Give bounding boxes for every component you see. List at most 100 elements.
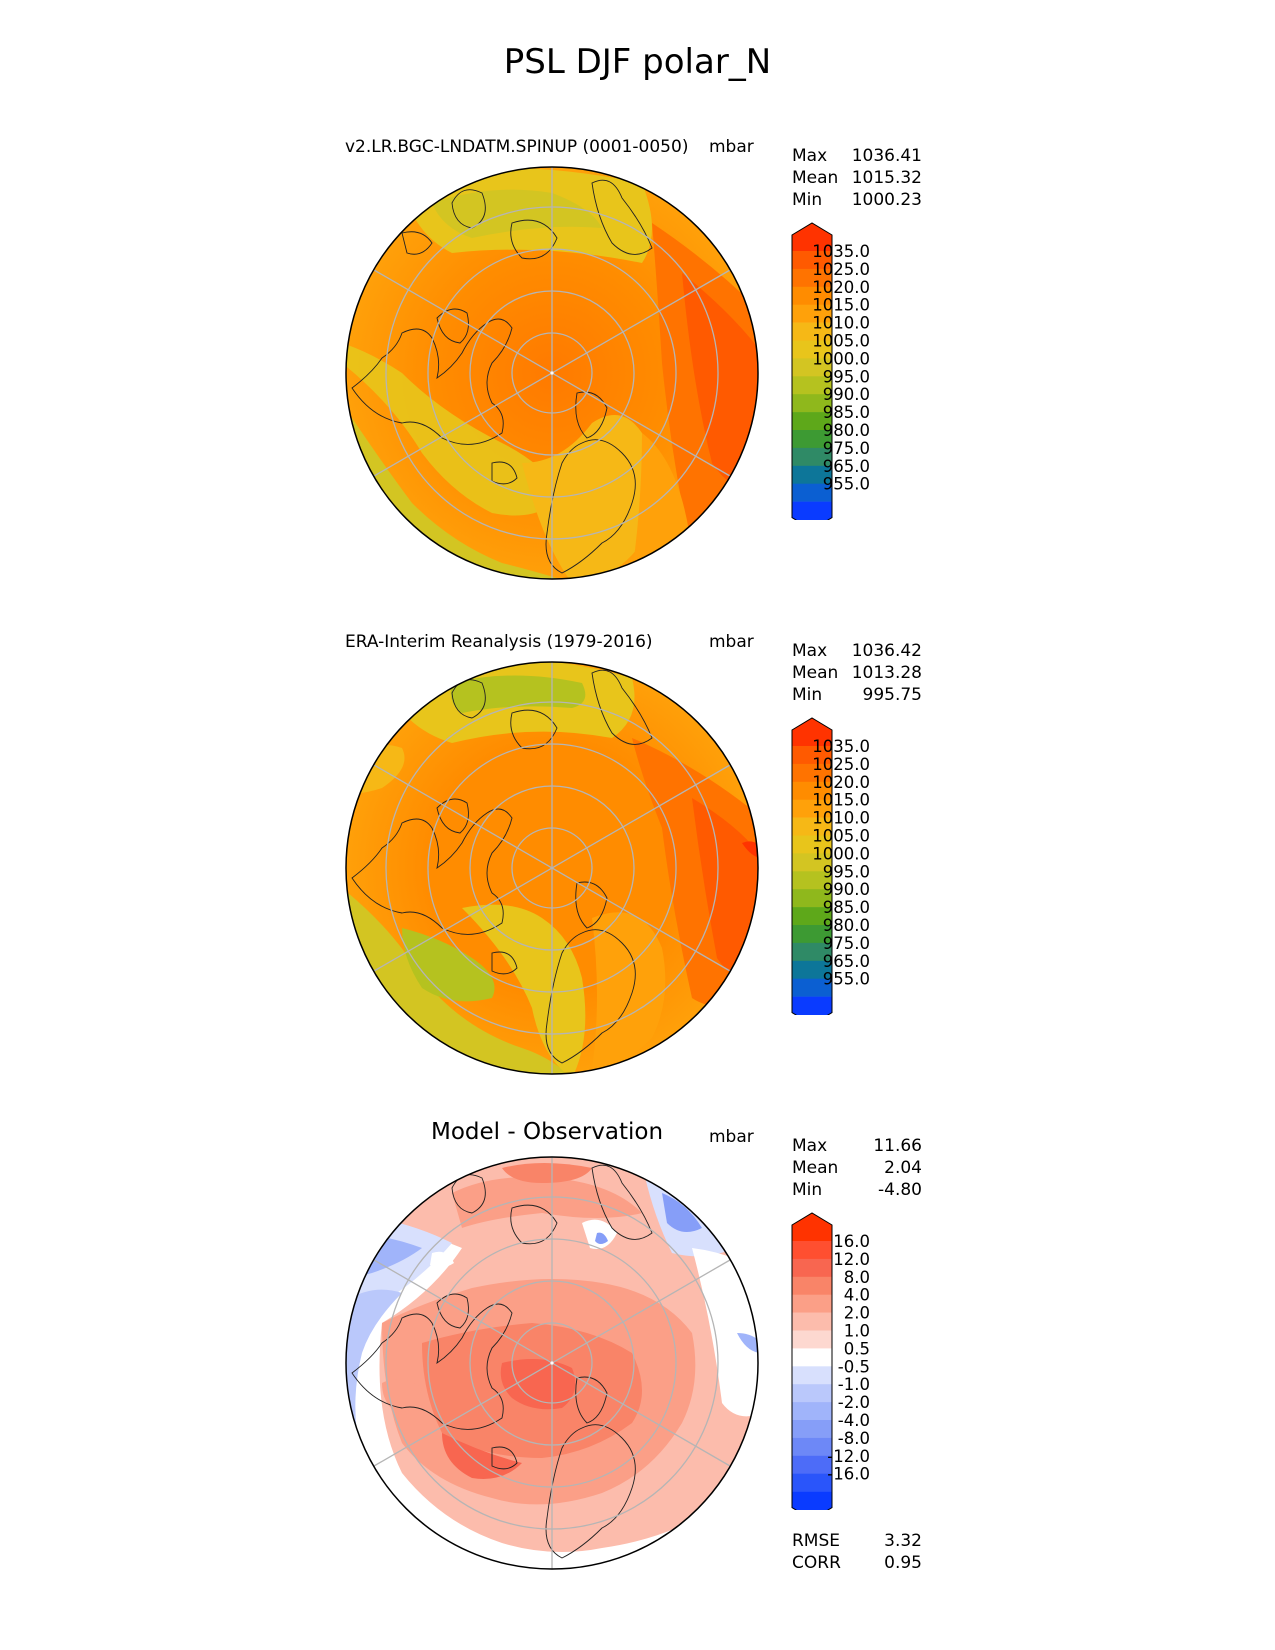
colorbar-tick-label: 995.0 [823,862,870,881]
colorbar-outline [791,717,833,1015]
stat-max: Max 1036.42 [792,641,922,661]
colorbar-test: 1035.01025.01020.01015.01010.01005.01000… [791,222,870,520]
colorbar-tick-label: 1005.0 [812,827,870,846]
colorbar-tick-label: 8.0 [844,1268,870,1287]
colorbar-band [792,1330,832,1349]
colorbar-band [792,430,832,449]
colorbar-tick-label: 4.0 [844,1286,870,1305]
colorbar-band [792,322,832,341]
colorbar-tick-label: 1025.0 [812,755,870,774]
colorbar-tick-label: 16.0 [833,1232,870,1251]
colorbar-tick-label: 955.0 [823,475,870,494]
colorbar-tick-label: 965.0 [823,952,870,971]
colorbar-tick-label: -12.0 [827,1447,870,1466]
colorbar-band [792,746,832,765]
colorbar-outline [791,222,833,520]
colorbar-band [792,447,832,467]
colorbar-ticks: 16.012.08.04.02.01.00.5-0.5-1.0-2.0-4.0-… [827,1232,870,1484]
colorbar-band [792,1366,832,1385]
colorbar-tick-label: 1035.0 [812,242,870,261]
stat-mean: Mean 1013.28 [792,663,922,683]
stat-max: Max 1036.41 [792,146,922,166]
figure-title: PSL DJF polar_N [503,42,772,82]
colorbar-band [792,1294,832,1313]
colorbar-band [792,223,832,251]
colorbar-band [792,889,832,908]
colorbar-tick-label: 1005.0 [812,332,870,351]
stat-mean: Mean 2.04 [792,1158,922,1178]
panel-3-stats: Max 11.66 Mean 2.04 Min -4.80 [792,1135,922,1201]
colorbar-band [792,1312,832,1331]
colorbar-tick-label: 0.5 [844,1339,870,1358]
colorbar-tick-label: 2.0 [844,1304,870,1323]
colorbar-tick-label: 1000.0 [812,844,870,863]
colorbar-band [792,1455,832,1474]
colorbar-tick-label: -8.0 [838,1429,870,1448]
colorbar-tick-label: 1.0 [844,1322,870,1341]
colorbar-bands [791,1212,833,1510]
polar-map-reference [345,661,759,1075]
colorbar-bands [791,222,833,520]
colorbar-ticks: 1035.01025.01020.01015.01010.01005.01000… [812,242,870,494]
colorbar-difference: 16.012.08.04.02.01.00.5-0.5-1.0-2.0-4.0-… [791,1212,870,1510]
colorbar-band [792,925,832,944]
metric-rmse: RMSE 3.32 [792,1531,922,1551]
colorbar-band [792,942,832,962]
colorbar-band [792,1384,832,1403]
metric-corr: CORR 0.95 [792,1553,922,1573]
colorbar-band [792,978,832,997]
panel-2-units: mbar [709,632,754,652]
colorbar-band [792,799,832,818]
colorbar-tick-label: -4.0 [838,1411,870,1430]
colorbar-tick-label: 1025.0 [812,260,870,279]
colorbar-band [792,781,832,800]
panel-3-units: mbar [709,1127,754,1147]
colorbar-band [792,501,832,520]
colorbar-tick-label: 980.0 [823,421,870,440]
colorbar-band [792,376,832,395]
colorbar-band [792,907,832,926]
stat-min: Min -4.80 [792,1180,922,1200]
colorbar-band [792,251,832,270]
colorbar-band [792,817,832,836]
colorbar-band [792,483,832,502]
colorbar-bands [791,717,833,1015]
colorbar-band [792,1213,832,1241]
colorbar-band [792,1437,832,1457]
panel-2-subtitle: ERA-Interim Reanalysis (1979-2016) [345,632,653,652]
stat-min: Min 1000.23 [792,190,922,210]
colorbar-band [792,1276,832,1295]
colorbar-band [792,835,832,854]
colorbar-tick-label: 965.0 [823,457,870,476]
colorbar-band [792,1258,832,1278]
colorbar-tick-label: -16.0 [827,1465,870,1484]
colorbar-band [792,268,832,288]
panel-2-stats: Max 1036.42 Mean 1013.28 Min 995.75 [792,640,922,706]
colorbar-tick-label: 985.0 [823,898,870,917]
colorbar-tick-label: 990.0 [823,880,870,899]
colorbar-tick-label: 1035.0 [812,737,870,756]
colorbar-tick-label: 990.0 [823,385,870,404]
colorbar-ticks: 1035.01025.01020.01015.01010.01005.01000… [812,737,870,989]
colorbar-band [792,304,832,323]
colorbar-tick-label: 12.0 [833,1250,870,1269]
panel-1-subtitle: v2.LR.BGC-LNDATM.SPINUP (0001-0050) [345,137,689,157]
colorbar-tick-label: 975.0 [823,439,870,458]
colorbar-band [792,465,832,484]
colorbar-band [792,1420,832,1439]
stat-max: Max 11.66 [792,1136,922,1156]
colorbar-tick-label: 1000.0 [812,349,870,368]
colorbar-tick-label: 1015.0 [812,791,870,810]
colorbar-band [792,960,832,979]
stat-min: Min 995.75 [792,685,922,705]
colorbar-tick-label: 995.0 [823,367,870,386]
colorbar-outline [791,1212,833,1510]
colorbar-band [792,1241,832,1260]
panel-3-subtitle: Model - Observation [431,1119,664,1145]
colorbar-band [792,853,832,872]
panel-1-units: mbar [709,137,754,157]
colorbar-band [792,394,832,413]
colorbar-band [792,412,832,431]
colorbar-band [792,871,832,890]
stat-mean: Mean 1015.32 [792,168,922,188]
